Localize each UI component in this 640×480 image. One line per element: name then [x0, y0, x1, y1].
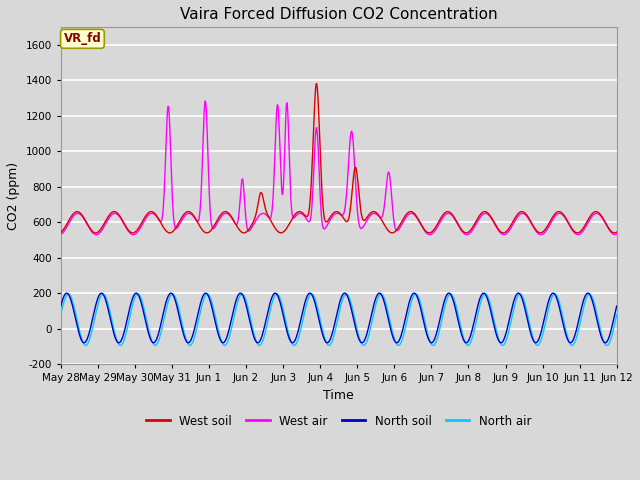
Text: VR_fd: VR_fd	[63, 32, 101, 45]
West air	[202, 98, 209, 104]
North soil	[291, 338, 298, 344]
North air	[613, 312, 621, 317]
North air	[57, 312, 65, 317]
West air	[461, 231, 468, 237]
West air	[321, 226, 329, 231]
West air	[57, 231, 65, 237]
West soil	[295, 209, 303, 215]
West air	[291, 215, 298, 220]
North air	[360, 343, 367, 348]
North air	[291, 343, 298, 348]
North soil	[613, 303, 621, 309]
North air	[461, 339, 468, 345]
North soil	[568, 339, 576, 345]
North air	[596, 324, 604, 330]
Line: West air: West air	[61, 101, 617, 235]
West soil	[291, 212, 298, 218]
North air	[568, 343, 576, 348]
West soil	[312, 81, 320, 86]
Line: North air: North air	[61, 294, 617, 346]
North soil	[321, 337, 329, 343]
West air	[613, 231, 621, 237]
North soil	[596, 329, 604, 335]
West air	[295, 211, 303, 216]
West air	[568, 227, 576, 232]
West air	[574, 232, 582, 238]
North air	[295, 334, 303, 340]
Title: Vaira Forced Diffusion CO2 Concentration: Vaira Forced Diffusion CO2 Concentration	[180, 7, 497, 22]
West soil	[57, 229, 65, 235]
North soil	[57, 303, 65, 309]
North soil	[461, 339, 468, 345]
North air	[342, 291, 350, 297]
Legend: West soil, West air, North soil, North air: West soil, West air, North soil, North a…	[141, 410, 536, 432]
North air	[321, 336, 329, 342]
West soil	[321, 218, 329, 224]
North soil	[393, 340, 401, 346]
West soil	[166, 230, 173, 236]
West soil	[461, 230, 468, 236]
Line: North soil: North soil	[61, 293, 617, 343]
Line: West soil: West soil	[61, 84, 617, 233]
West air	[596, 212, 604, 218]
Y-axis label: CO2 (ppm): CO2 (ppm)	[7, 162, 20, 230]
North soil	[410, 290, 418, 296]
North soil	[295, 326, 303, 332]
West soil	[596, 211, 604, 217]
X-axis label: Time: Time	[323, 389, 354, 402]
West soil	[568, 226, 576, 232]
West soil	[613, 229, 621, 235]
